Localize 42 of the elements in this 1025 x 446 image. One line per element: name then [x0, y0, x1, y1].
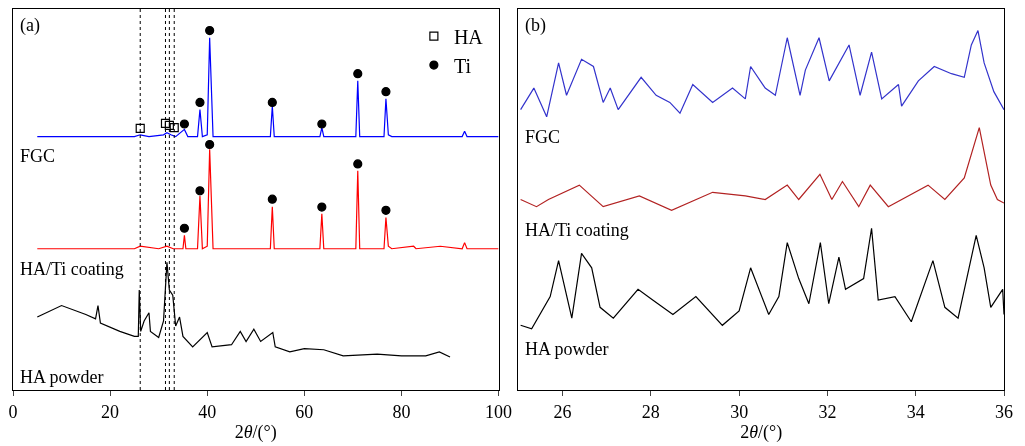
point: [195, 186, 205, 196]
series-label: HA powder: [525, 339, 609, 359]
point: [267, 97, 277, 108]
point: [381, 205, 391, 215]
x-tick-label: 34: [906, 401, 925, 422]
x-tick-label: 60: [295, 401, 314, 422]
series-label: HA/Ti coating: [525, 220, 629, 240]
x-tick-label: 100: [485, 401, 513, 422]
point: [164, 120, 174, 131]
point: [381, 87, 391, 97]
legend-label: HA: [453, 25, 484, 48]
x-tick-label: 0: [8, 401, 18, 422]
point: [160, 118, 171, 128]
point: [205, 139, 215, 150]
x-tick-label: 40: [198, 401, 217, 422]
x-tick-label: 80: [392, 401, 411, 422]
point: [179, 223, 190, 233]
series-label: HA/Ti coating: [20, 259, 124, 279]
x-tick-label: 30: [730, 401, 749, 422]
chart-title: (a): [20, 15, 40, 36]
text: HA powder: [20, 367, 104, 387]
point: [195, 97, 205, 108]
x-tick-label: 26: [553, 401, 572, 422]
point: [135, 123, 145, 133]
point: [317, 202, 327, 212]
point: [267, 194, 277, 204]
point: [317, 119, 327, 129]
x-axis-title: 2θ/(°): [234, 421, 277, 443]
point: [179, 119, 190, 129]
x-tick-label: 32: [818, 401, 837, 422]
x-tick-label: 36: [995, 401, 1013, 422]
series-label: FGC: [525, 127, 561, 147]
point: [353, 159, 363, 169]
x-tick-label: 28: [641, 401, 660, 422]
chart-title: (b): [525, 15, 546, 36]
legend-label: Ti: [453, 54, 472, 77]
series-label: FGC: [20, 146, 56, 166]
point: [353, 69, 363, 79]
x-tick-label: 20: [101, 401, 120, 422]
x-axis-title: 2θ/(°): [740, 421, 783, 443]
point: [169, 123, 179, 133]
point: [205, 25, 215, 36]
